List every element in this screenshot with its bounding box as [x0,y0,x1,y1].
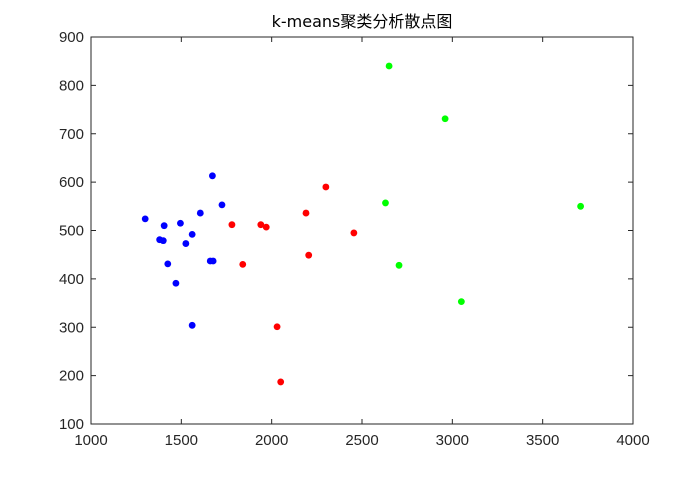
y-tick-label: 100 [59,416,84,433]
data-point [239,260,247,268]
data-point [196,209,204,217]
data-point [188,230,196,238]
data-points [141,62,585,386]
cluster-2-points [228,183,358,386]
data-point [277,378,285,386]
data-point [141,215,149,223]
data-point [262,223,270,231]
y-tick-label: 300 [59,319,84,336]
data-point [382,199,389,207]
cluster-1-points [141,172,226,329]
x-tick-label: 1500 [165,432,198,449]
y-tick-label: 200 [59,368,84,385]
y-tick-label: 900 [59,29,84,46]
x-tick-label: 3000 [436,432,469,449]
data-point [177,219,184,227]
data-point [441,115,449,123]
y-tick-label: 800 [59,77,84,94]
data-point [457,298,465,306]
y-tick-label: 400 [59,271,84,288]
data-point [172,279,180,287]
data-point [322,183,330,191]
data-point [164,260,172,268]
x-tick-label: 4000 [616,432,649,449]
x-tick-label: 1000 [74,432,107,449]
data-point [228,221,236,229]
data-point [188,321,196,329]
data-point [218,201,226,209]
x-axis: 1000 1500 2000 2500 3000 3500 4000 [74,37,650,449]
x-tick-label: 2000 [255,432,288,449]
data-point [577,202,585,210]
cluster-3-points [382,62,585,306]
data-point [350,229,358,237]
data-point [209,257,217,265]
y-tick-label: 700 [59,126,84,143]
data-point [385,62,393,70]
x-tick-label: 3500 [526,432,559,449]
data-point [160,222,168,230]
x-tick-label: 2500 [345,432,378,449]
data-point [159,237,167,245]
data-point [305,251,313,259]
y-axis: 100 200 300 400 500 600 700 800 900 [59,29,633,433]
plot-area [90,36,634,425]
y-tick-label: 600 [59,174,84,191]
data-point [395,261,403,269]
data-point [273,323,281,331]
data-point [182,240,190,247]
y-tick-label: 500 [59,223,84,240]
data-point [302,209,310,217]
data-point [209,172,216,180]
data-point [257,221,265,229]
chart-title: k-means聚类分析散点图 [272,12,453,31]
